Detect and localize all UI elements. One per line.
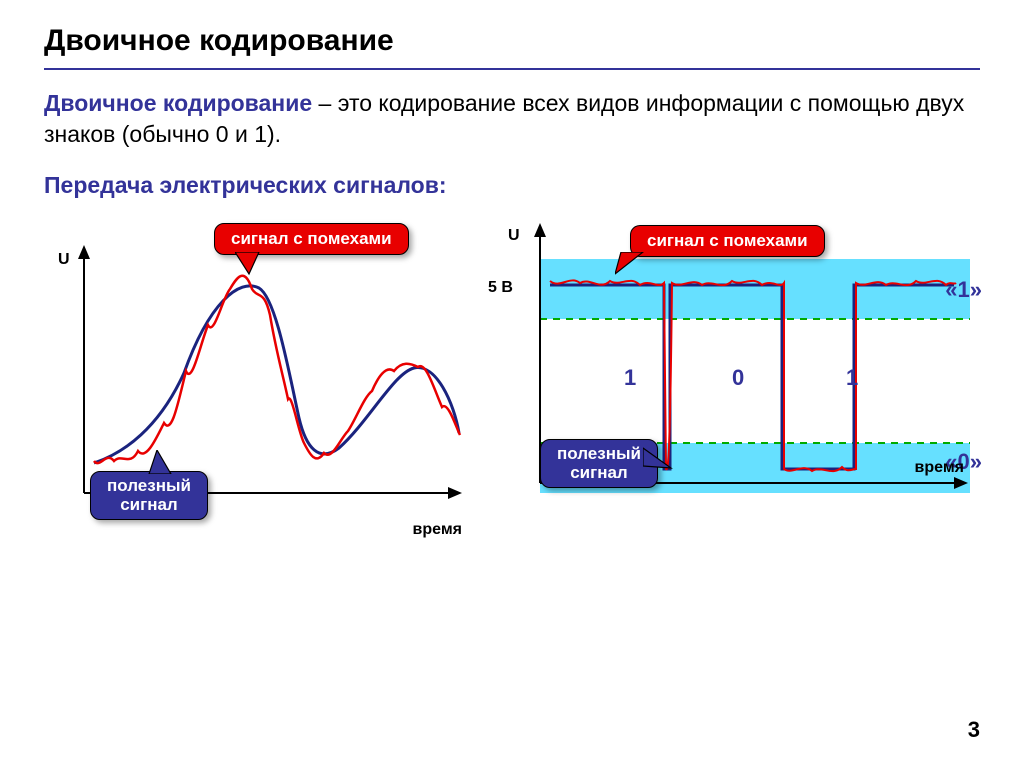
bit-label-1: 0 xyxy=(732,365,744,391)
page-title: Двоичное кодирование xyxy=(44,24,980,68)
noise-callout-right: сигнал с помехами xyxy=(630,225,825,257)
analog-chart: U сигнал с помехами полезный сигнал врем… xyxy=(44,223,474,553)
useful-callout-l1-left: полезный xyxy=(107,476,191,495)
useful-callout-l2-left: сигнал xyxy=(120,495,178,514)
x-axis-label-left: время xyxy=(413,521,462,539)
useful-callout-l1-right: полезный xyxy=(557,444,641,463)
bit-label-2: 1 xyxy=(846,365,858,391)
digital-chart: U 5 В 1 0 1 «1» «0» сигнал с по xyxy=(494,223,974,553)
bit-label-0: 1 xyxy=(624,365,636,391)
definition-text: Двоичное кодирование – это кодирование в… xyxy=(44,88,980,150)
subheading: Передача электрических сигналов: xyxy=(44,172,980,199)
hi-label: «1» xyxy=(945,277,982,303)
noise-callout-label-right: сигнал с помехами xyxy=(647,231,808,250)
noise-callout-left: сигнал с помехами xyxy=(214,223,409,255)
useful-callout-left: полезный сигнал xyxy=(90,471,208,520)
title-divider xyxy=(44,68,980,70)
x-axis-label-right: время xyxy=(915,459,964,477)
page-number: 3 xyxy=(968,717,980,743)
useful-callout-right: полезный сигнал xyxy=(540,439,658,488)
useful-callout-l2-right: сигнал xyxy=(570,463,628,482)
noise-callout-label-left: сигнал с помехами xyxy=(231,229,392,248)
definition-term: Двоичное кодирование xyxy=(44,90,312,116)
